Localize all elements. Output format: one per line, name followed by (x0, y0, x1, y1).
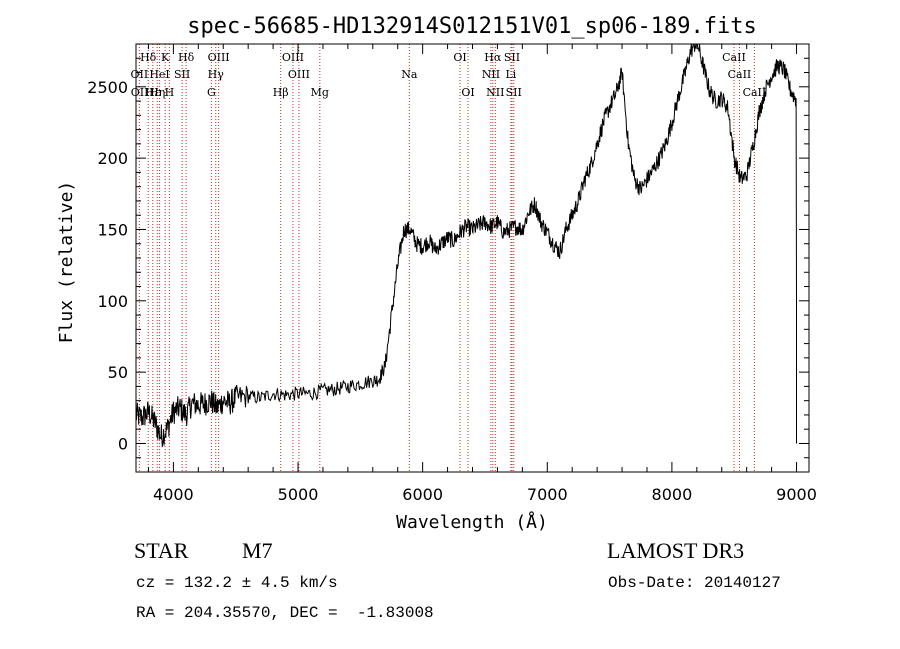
spectral-line-label: Hη (149, 86, 165, 99)
x-tick-label: 9000 (776, 485, 817, 504)
x-tick-label: 7000 (527, 485, 568, 504)
spectral-line-label: Hε (145, 86, 161, 99)
survey-name: LAMOST DR3 (607, 538, 745, 563)
spectral-line-label: SII (174, 68, 190, 81)
y-tick-label: 50 (108, 363, 128, 382)
observation-date: Obs-Date: 20140127 (608, 574, 781, 592)
spectral-line-label: SII (506, 86, 522, 99)
spectral-line-label: Mg (311, 86, 329, 99)
spectral-line-label: H (165, 86, 175, 99)
spectral-line-label: Li (505, 68, 516, 81)
spectral-line-label: Hα (484, 51, 502, 64)
x-tick-label: 5000 (278, 485, 319, 504)
spectral-line-label: OI (461, 86, 474, 99)
spectral-line-label: NII (486, 86, 504, 99)
redshift-cz: cz = 132.2 ± 4.5 km/s (136, 574, 338, 592)
spectral-line-label: G (207, 86, 216, 99)
ra-dec-coordinates: RA = 204.35570, DEC = -1.83008 (136, 604, 434, 622)
spectral-line-label: Na (401, 68, 418, 81)
spectral-line-label: OIII (208, 51, 230, 64)
spectral-line-label: CaII (722, 51, 746, 64)
x-tick-label: 6000 (402, 485, 443, 504)
spectral-line-label: OIII (288, 68, 310, 81)
x-tick-label: 4000 (153, 485, 194, 504)
spectral-line-label: Hδ (140, 51, 157, 64)
y-axis-label: Flux (relative) (56, 181, 77, 344)
spectral-line-label: CaII (743, 86, 767, 99)
x-axis-label: Wavelength (Å) (396, 511, 548, 533)
object-subclass: M7 (242, 538, 273, 563)
y-tick-label: 0 (118, 434, 128, 453)
y-axis-ticks: 0 50 100 150 200 2500 (87, 57, 809, 459)
spectral-line-label: OI (453, 51, 466, 64)
spectral-line-label: OII (131, 68, 149, 81)
y-tick-label: 100 (97, 292, 128, 311)
spectral-line-markers (138, 44, 755, 472)
spectral-line-label: SII (504, 51, 520, 64)
spectral-line-label: Hβ (273, 86, 289, 99)
y-tick-label: 2500 (87, 78, 128, 97)
object-class: STAR (134, 538, 189, 563)
flux-series-line (135, 43, 797, 448)
x-tick-label: 8000 (652, 485, 693, 504)
spectral-line-label: Hδ (178, 51, 195, 64)
spectral-line-label: OII (131, 86, 149, 99)
spectral-line-label: HeI (149, 68, 169, 81)
spectral-line-label: NII (482, 68, 500, 81)
spectral-line-label: CaII (728, 68, 752, 81)
x-axis-ticks: 4000 5000 6000 7000 8000 9000 (147, 44, 817, 504)
spectral-line-label: Hγ (208, 68, 225, 81)
spectral-line-label: OIII (282, 51, 304, 64)
chart-title: spec-56685-HD132914S012151V01_sp06-189.f… (187, 14, 757, 39)
y-tick-label: 200 (97, 149, 128, 168)
y-tick-label: 150 (97, 220, 128, 239)
spectral-line-label: K (161, 51, 170, 64)
plot-frame (135, 43, 810, 473)
